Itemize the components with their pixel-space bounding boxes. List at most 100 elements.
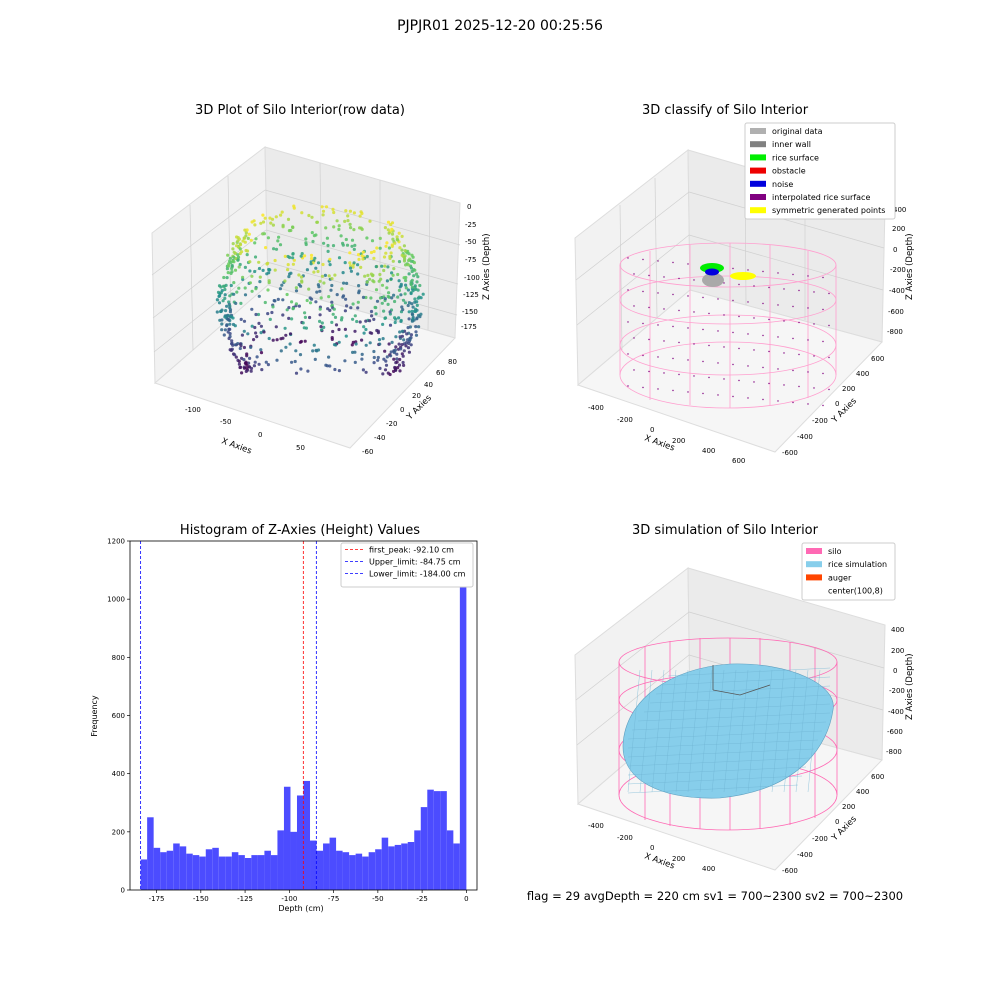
svg-text:400: 400 — [856, 788, 869, 796]
histogram-bar — [270, 855, 278, 890]
auger — [712, 665, 771, 696]
histogram-bar — [394, 844, 402, 890]
svg-text:-60: -60 — [362, 448, 373, 456]
histogram-bar — [140, 859, 148, 890]
histogram-bar — [446, 830, 454, 890]
raw-plot-title: 3D Plot of Silo Interior(row data) — [195, 103, 405, 118]
rice-simulation-surface — [622, 663, 834, 799]
svg-text:0: 0 — [893, 667, 897, 675]
svg-text:-200: -200 — [889, 687, 905, 695]
raw-data-3d-plot: -100 -50 0 50 X Axies -60 -40 -20 0 20 4… — [151, 146, 492, 457]
histogram-bar — [160, 852, 167, 890]
y-tick-label: 600 — [112, 712, 125, 720]
legend-entry: interpolated rice surface — [772, 193, 870, 202]
classify-legend: original data inner wall rice surface obsta… — [744, 122, 896, 220]
svg-text:-400: -400 — [888, 708, 904, 716]
svg-text:-100: -100 — [464, 274, 480, 282]
x-tick-label: -125 — [237, 895, 253, 903]
histogram-bar — [414, 830, 421, 890]
svg-text:-50: -50 — [220, 418, 231, 426]
svg-text:200: 200 — [842, 803, 855, 811]
rice-mesh-lines — [627, 667, 831, 794]
histogram-bar — [244, 858, 252, 890]
svg-text:Z Axies (Depth): Z Axies (Depth) — [905, 653, 915, 720]
svg-text:-40: -40 — [374, 434, 385, 442]
histogram-bar — [283, 786, 291, 890]
svg-text:-200: -200 — [890, 266, 906, 274]
legend-entry: center(100,8) — [828, 587, 883, 596]
svg-text:400: 400 — [702, 447, 715, 455]
raw-y-ticks: -60 -40 -20 0 20 40 60 80 — [362, 358, 457, 456]
histogram-bar — [401, 843, 408, 890]
y-tick-label: 400 — [112, 770, 125, 778]
status-footer: flag = 29 avgDepth = 220 cm sv1 = 700~23… — [526, 889, 904, 903]
interpolated-surface-points — [627, 257, 830, 407]
histogram-legend: first_peak: -92.10 cm Upper_limit: -84.75… — [340, 542, 474, 588]
y-tick-label: 1200 — [107, 538, 125, 546]
svg-text:200: 200 — [891, 647, 904, 655]
svg-text:200: 200 — [842, 385, 855, 393]
legend-entry: obstacle — [772, 167, 806, 176]
svg-text:-400: -400 — [797, 851, 813, 859]
histogram-bar — [355, 853, 363, 890]
y-ticks: 0 200 400 600 800 1000 1200 — [107, 538, 130, 895]
simulation-legend: silo rice simulation auger center(100,8) — [801, 542, 896, 601]
histogram-bar — [420, 807, 428, 890]
raw-z-label: Z Axies (Depth) — [482, 233, 492, 300]
classify-plot-title: 3D classify of Silo Interior — [641, 103, 809, 118]
histogram-bar — [147, 817, 154, 890]
svg-text:600: 600 — [871, 773, 884, 781]
svg-text:Y Axies: Y Axies — [829, 814, 859, 844]
svg-text:-600: -600 — [887, 728, 903, 736]
svg-text:-20: -20 — [386, 420, 397, 428]
silo-wireframe — [619, 242, 837, 409]
svg-text:200: 200 — [672, 437, 685, 445]
raw-z-ticks: 0 -25 -50 -75 -100 -125 -150 -175 — [461, 203, 480, 331]
y-tick-label: 1000 — [107, 596, 125, 604]
x-tick-label: -50 — [372, 895, 383, 903]
svg-text:-200: -200 — [812, 835, 828, 843]
histogram-bar — [388, 846, 395, 890]
svg-text:-100: -100 — [185, 406, 201, 414]
histogram-bar — [296, 795, 304, 890]
svg-text:-50: -50 — [465, 238, 476, 246]
histogram-bar — [323, 843, 330, 890]
svg-text:0: 0 — [835, 818, 839, 826]
x-tick-label: -25 — [416, 895, 427, 903]
histogram-bar — [199, 856, 206, 890]
svg-text:60: 60 — [436, 369, 445, 377]
histogram-bar — [251, 855, 258, 890]
histogram-bar — [440, 791, 447, 890]
histogram-bar — [218, 856, 226, 890]
histogram-bar — [277, 830, 284, 890]
y-axis-label: Frequency — [90, 695, 99, 737]
svg-text:600: 600 — [871, 355, 884, 363]
histogram-bar — [375, 849, 382, 890]
histogram-bar — [310, 840, 317, 890]
svg-text:-200: -200 — [617, 416, 633, 424]
simulation-plot-title: 3D simulation of Silo Interior — [632, 523, 818, 538]
svg-text:0: 0 — [650, 426, 654, 434]
histogram-bars — [140, 558, 467, 890]
legend-entry: inner wall — [772, 140, 811, 149]
legend-entry: rice simulation — [828, 560, 887, 569]
classify-3d-plot: -400 -200 0 200 400 600 X Axies -600 -40… — [574, 122, 915, 465]
svg-text:0: 0 — [467, 203, 471, 211]
histogram-bar — [316, 850, 324, 890]
svg-text:50: 50 — [296, 444, 305, 452]
legend-entry: auger — [828, 573, 852, 582]
histogram-chart: -175 -150 -125 -100 -75 -50 -25 0 0 200 400 600 800… — [90, 538, 478, 913]
histogram-bar — [427, 789, 434, 890]
svg-text:-175: -175 — [461, 323, 477, 331]
svg-text:600: 600 — [732, 457, 745, 465]
histogram-bar — [205, 849, 213, 890]
histogram-bar — [303, 780, 311, 890]
histogram-bar — [166, 850, 174, 890]
svg-text:0: 0 — [650, 844, 654, 852]
svg-text:400: 400 — [856, 370, 869, 378]
histogram-bar — [407, 842, 415, 890]
histogram-bar — [459, 558, 467, 890]
histogram-bar — [173, 843, 180, 890]
svg-text:-25: -25 — [465, 221, 476, 229]
histogram-bar — [212, 847, 219, 890]
